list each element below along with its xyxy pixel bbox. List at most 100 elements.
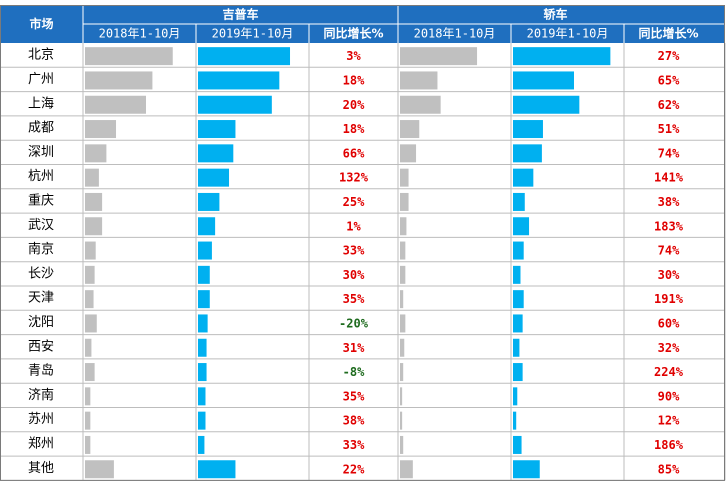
growth-jeep-label: 33% — [343, 438, 365, 452]
bar-jeep-2018 — [85, 71, 153, 90]
market-label-8: 南京 — [28, 241, 54, 257]
bar-car-2019 — [513, 338, 520, 357]
growth-car-label: 12% — [658, 414, 680, 428]
bar-jeep-2019 — [198, 387, 206, 406]
market-label-11: 沈阳 — [28, 315, 54, 330]
bar-car-2019 — [513, 363, 523, 382]
bar-jeep-2018 — [85, 363, 95, 382]
growth-car-label: 186% — [654, 438, 684, 452]
bar-car-2018 — [400, 144, 417, 163]
bar-jeep-2018 — [85, 338, 92, 357]
market-label-13: 青岛 — [28, 363, 54, 379]
bar-car-2018 — [400, 241, 406, 260]
bar-jeep-2018 — [85, 120, 117, 139]
growth-car-label: 74% — [658, 146, 680, 160]
bar-car-2019 — [513, 265, 521, 284]
bar-jeep-2018 — [85, 168, 99, 187]
bar-car-2019 — [513, 47, 611, 66]
bar-jeep-2019 — [198, 435, 205, 454]
market-label-17: 其他 — [28, 461, 54, 476]
bar-jeep-2018 — [85, 144, 107, 163]
bar-car-2018 — [400, 435, 404, 454]
bar-jeep-2018 — [85, 95, 146, 114]
bar-car-2019 — [513, 411, 517, 430]
market-label-9: 长沙 — [28, 266, 54, 281]
bar-jeep-2019 — [198, 95, 272, 114]
bar-jeep-2018 — [85, 192, 103, 211]
market-label-2: 上海 — [28, 96, 54, 111]
market-label-4: 深圳 — [28, 145, 54, 160]
growth-car-label: 38% — [658, 195, 680, 209]
bar-car-2019 — [513, 435, 522, 454]
bar-car-2018 — [400, 314, 406, 333]
bar-car-2018 — [400, 47, 478, 66]
market-label-16: 郑州 — [28, 436, 54, 451]
bar-car-2019 — [513, 95, 580, 114]
growth-jeep-label: 18% — [343, 122, 365, 136]
growth-jeep-label: 35% — [343, 292, 365, 306]
growth-car-label: 30% — [658, 268, 680, 282]
growth-car-label: 90% — [658, 389, 680, 403]
market-header: 市场 — [29, 16, 53, 31]
column-header-2018: 2018年1-10月 — [99, 27, 181, 41]
growth-car-label: 224% — [654, 365, 684, 379]
growth-car-label: 62% — [658, 98, 680, 112]
growth-jeep-label: 22% — [343, 462, 365, 476]
growth-car-label: 191% — [654, 292, 684, 306]
bar-jeep-2019 — [198, 460, 236, 479]
bar-jeep-2019 — [198, 363, 207, 382]
growth-jeep-label: 31% — [343, 341, 365, 355]
bar-car-2018 — [400, 71, 438, 90]
growth-jeep-label: 33% — [343, 244, 365, 258]
bar-jeep-2019 — [198, 71, 280, 90]
bar-jeep-2018 — [85, 290, 94, 309]
market-label-5: 杭州 — [28, 169, 54, 184]
market-label-3: 成都 — [28, 121, 54, 136]
market-label-12: 西安 — [28, 339, 54, 354]
growth-jeep-label: 1% — [346, 219, 361, 233]
bar-car-2019 — [513, 120, 543, 139]
bar-jeep-2018 — [85, 47, 173, 66]
column-header-growth: 同比增长% — [323, 26, 383, 41]
growth-car-label: 60% — [658, 316, 680, 330]
bar-jeep-2018 — [85, 217, 103, 236]
bar-car-2019 — [513, 192, 525, 211]
bar-jeep-2019 — [198, 411, 206, 430]
bar-jeep-2019 — [198, 314, 208, 333]
bar-jeep-2019 — [198, 192, 220, 211]
growth-car-label: 65% — [658, 73, 680, 87]
bar-jeep-2018 — [85, 460, 114, 479]
bar-car-2018 — [400, 338, 405, 357]
market-label-6: 重庆 — [28, 192, 54, 208]
growth-jeep-label: 66% — [343, 146, 365, 160]
bar-car-2019 — [513, 144, 542, 163]
bar-car-2018 — [400, 95, 441, 114]
market-label-7: 武汉 — [28, 218, 54, 233]
bar-jeep-2018 — [85, 314, 97, 333]
bar-car-2019 — [513, 168, 534, 187]
bar-car-2018 — [400, 363, 404, 382]
growth-car-label: 51% — [658, 122, 680, 136]
market-label-14: 济南 — [28, 387, 54, 403]
bar-jeep-2019 — [198, 241, 212, 260]
bar-jeep-2018 — [85, 387, 91, 406]
bar-jeep-2019 — [198, 217, 216, 236]
growth-car-label: 27% — [658, 49, 680, 63]
bar-jeep-2019 — [198, 338, 207, 357]
market-label-1: 广州 — [28, 72, 54, 87]
bar-car-2019 — [513, 217, 530, 236]
growth-car-label: 74% — [658, 244, 680, 258]
bar-car-2019 — [513, 71, 574, 90]
growth-jeep-label: -8% — [343, 365, 365, 379]
growth-jeep-label: 38% — [343, 414, 365, 428]
growth-jeep-label: 25% — [343, 195, 365, 209]
growth-car-label: 32% — [658, 341, 680, 355]
growth-jeep-label: -20% — [339, 316, 369, 330]
column-header-2019: 2019年1-10月 — [212, 27, 294, 41]
market-label-0: 北京 — [28, 48, 54, 63]
column-header-2018: 2018年1-10月 — [414, 27, 496, 41]
bar-car-2018 — [400, 217, 407, 236]
group-header-car: 轿车 — [543, 7, 567, 22]
